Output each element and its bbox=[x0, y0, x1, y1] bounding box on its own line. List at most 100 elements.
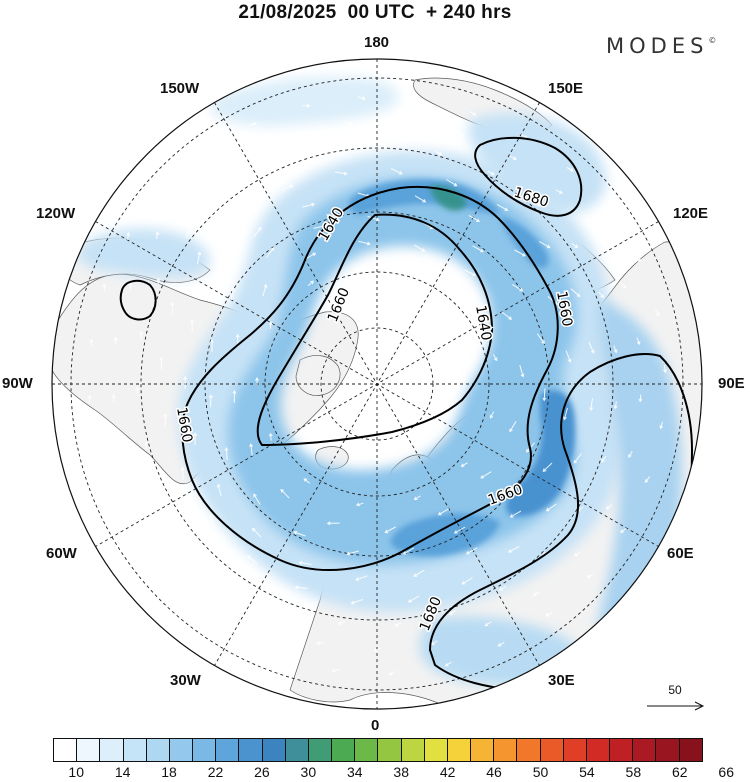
wind-arrow bbox=[570, 288, 581, 298]
wind-arrow bbox=[155, 231, 160, 239]
wind-arrow bbox=[126, 232, 131, 240]
wind-arrow bbox=[589, 398, 594, 411]
wind-arrow bbox=[495, 490, 508, 498]
wind-arrow bbox=[413, 569, 425, 577]
colorbar-swatch bbox=[193, 739, 217, 761]
wind-speed-shading bbox=[77, 77, 682, 686]
wind-arrow bbox=[390, 168, 403, 175]
wind-arrow bbox=[593, 232, 601, 238]
wind-arrow bbox=[644, 476, 651, 483]
wind-arrow bbox=[315, 641, 324, 646]
jet-core-europe bbox=[390, 513, 500, 557]
colorbar-tick-label: 62 bbox=[671, 764, 688, 780]
wind-arrow bbox=[571, 243, 579, 248]
wind-arrow bbox=[414, 195, 427, 203]
lon-label-left: 90W bbox=[2, 375, 33, 392]
wind-arrow bbox=[542, 388, 547, 402]
wind-arrow bbox=[453, 526, 466, 534]
wind-arrow bbox=[276, 654, 285, 659]
colorbar-swatch bbox=[308, 739, 333, 761]
wind-arrow bbox=[268, 321, 273, 330]
wind-arrow bbox=[613, 401, 618, 410]
colorbar-swatch bbox=[610, 739, 634, 761]
wind-arrow bbox=[545, 612, 553, 617]
colorbar-tick-label: 22 bbox=[207, 764, 224, 780]
lon-label-bottom: 0 bbox=[371, 717, 380, 734]
map-title: 21/08/2025 00 UTC + 240 hrs bbox=[238, 2, 512, 23]
colorbar-swatch bbox=[285, 739, 309, 761]
wind-reference: 50 bbox=[640, 680, 710, 716]
wind-arrow bbox=[144, 441, 149, 450]
wind-arrow bbox=[163, 413, 168, 427]
wind-arrow bbox=[253, 493, 261, 505]
wind-arrow bbox=[446, 179, 458, 187]
wind-arrow bbox=[350, 599, 363, 605]
wind-arrow bbox=[613, 345, 618, 354]
wind-arrow bbox=[346, 550, 359, 556]
wind-arrow bbox=[638, 394, 643, 403]
colorbar-swatch bbox=[378, 739, 402, 761]
lon-label-upper-left: 120W bbox=[36, 205, 76, 222]
wind-arrow bbox=[497, 641, 505, 647]
wind-arrow bbox=[358, 96, 366, 100]
colorbar-tick-label: 50 bbox=[532, 764, 549, 780]
wind-arrow bbox=[435, 150, 443, 156]
wind-arrow bbox=[498, 585, 507, 591]
wind-arrow bbox=[89, 338, 94, 347]
wind-arrow bbox=[272, 164, 280, 169]
wind-arrow bbox=[344, 121, 353, 126]
wind-arrow bbox=[236, 577, 243, 583]
wind-arrow bbox=[367, 215, 380, 222]
wind-arrow bbox=[457, 132, 465, 137]
wind-arrow bbox=[280, 488, 290, 499]
wind-arrow bbox=[268, 432, 273, 441]
wind-arrow bbox=[261, 621, 270, 626]
colorbar-tick-label: 26 bbox=[254, 764, 270, 780]
wind-arrow bbox=[566, 167, 574, 172]
graticule bbox=[52, 59, 702, 709]
colorbar-tick-label: 66 bbox=[718, 764, 734, 780]
colorbar-tick-label: 10 bbox=[68, 764, 84, 780]
colorbar-tick-label: 30 bbox=[300, 764, 317, 780]
wind-arrow bbox=[139, 330, 144, 339]
wind-arrow bbox=[193, 432, 198, 446]
wind-arrow bbox=[215, 267, 220, 280]
wind-arrow bbox=[214, 590, 221, 597]
wind-arrow bbox=[663, 365, 667, 374]
wind-arrow bbox=[620, 527, 627, 533]
colorbar-swatch bbox=[401, 739, 425, 761]
wind-arrow bbox=[601, 455, 607, 463]
jet-core-east bbox=[505, 390, 576, 517]
wind-arrow bbox=[532, 591, 540, 596]
wind-arrow bbox=[394, 622, 402, 627]
wind-arrow bbox=[293, 530, 306, 537]
wind-arrow bbox=[492, 354, 498, 362]
lon-label-lower-left: 60W bbox=[46, 545, 77, 562]
lon-label-top: 180 bbox=[364, 34, 390, 51]
colorbar-swatches bbox=[53, 738, 703, 762]
wind-arrow bbox=[102, 283, 107, 292]
wind-arrow bbox=[565, 350, 572, 363]
colorbar-swatch bbox=[239, 739, 263, 761]
wind-arrow bbox=[480, 471, 492, 479]
colorbar-swatch bbox=[517, 739, 541, 761]
wind-arrow bbox=[509, 510, 522, 518]
wind-arrow bbox=[361, 264, 370, 269]
wind-arrow bbox=[373, 647, 381, 652]
colorbar-tick-label: 46 bbox=[486, 764, 502, 780]
wind-arrow bbox=[331, 668, 340, 673]
wind-arrow bbox=[289, 132, 298, 137]
colorbar-swatch bbox=[123, 739, 147, 761]
brand-mark: © bbox=[708, 36, 717, 45]
colorbar-tick-label: 58 bbox=[625, 764, 642, 780]
wind-arrow bbox=[355, 575, 368, 581]
wind-arrow bbox=[234, 211, 243, 222]
wind-arrow bbox=[170, 301, 175, 315]
wind-arrow bbox=[598, 291, 605, 299]
lon-label-bottom-right: 30E bbox=[548, 672, 575, 689]
wind-arrow bbox=[251, 527, 262, 538]
colorbar-tick-label: 14 bbox=[114, 764, 131, 780]
wind-arrow bbox=[183, 375, 188, 389]
colorbar-swatch bbox=[332, 739, 356, 761]
wind-arrow bbox=[358, 240, 371, 246]
